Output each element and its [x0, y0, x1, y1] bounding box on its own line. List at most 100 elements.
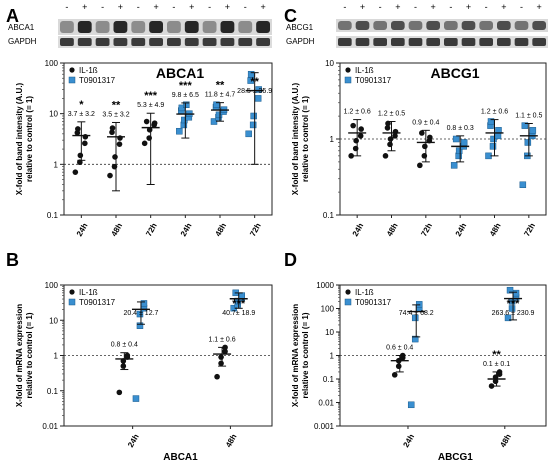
legend-label: T0901317: [79, 298, 116, 307]
blot-band-gapdh: [95, 38, 110, 46]
data-point-t0901317: [452, 135, 460, 143]
lane-sign: +: [395, 2, 400, 12]
data-point-il1b: [75, 126, 81, 132]
lane-sign: +: [118, 2, 123, 12]
lane-sign: -: [172, 2, 175, 12]
data-point-il1b: [151, 120, 158, 126]
blot-band-target: [60, 21, 74, 33]
legend-marker-square: [344, 298, 352, 306]
lane-sign: +: [501, 2, 506, 12]
data-point-t0901317: [508, 305, 516, 312]
lane-sign: -: [485, 2, 488, 12]
x-axis-title: ABCA1: [163, 452, 198, 463]
significance-marker: **: [216, 80, 225, 92]
blot-band-gapdh: [479, 38, 493, 46]
data-point-t0901317: [504, 314, 512, 322]
blot-band-target: [426, 21, 440, 30]
blot-band-target: [202, 21, 217, 33]
data-point-il1b: [348, 153, 354, 159]
lane-sign: -: [137, 2, 140, 12]
plot-frame: [63, 62, 273, 216]
blot-band-gapdh: [391, 38, 405, 46]
data-point-il1b: [82, 140, 88, 147]
lane-sign: -: [343, 2, 346, 12]
y-tick-label: 0.1: [47, 387, 59, 396]
legend-marker-square: [68, 76, 76, 84]
blot-strip-gapdh: [336, 36, 548, 48]
y-tick-label: 100: [45, 281, 59, 290]
blot-band-gapdh: [444, 38, 458, 46]
data-point-t0901317: [506, 286, 514, 294]
group-annotation: 1.2 ± 0.5: [378, 110, 405, 117]
blot-band-target: [408, 21, 423, 30]
western-blot-abca1: - + - + - + - + - + - + ABCA1 GAPDH: [8, 2, 272, 48]
data-point-il1b: [72, 169, 79, 175]
y-tick-label: 1: [54, 160, 59, 169]
group-annotation: 20.4 ± 12.7: [123, 310, 158, 317]
blot-band-target: [77, 21, 92, 33]
lane-sign: +: [260, 2, 265, 12]
x-tick-label: 24h: [179, 221, 194, 238]
data-point-t0901317: [407, 401, 415, 409]
legend-marker-square: [68, 298, 76, 306]
data-point-t0901317: [450, 162, 458, 169]
blot-band-target: [256, 21, 270, 33]
y-tick-label: 0.1: [323, 375, 335, 384]
panel-letter-a: A: [6, 6, 19, 26]
data-point-t0901317: [132, 395, 140, 402]
data-point-t0901317: [529, 127, 537, 134]
western-blot-abcg1: - + - + - + - + - + - + ABCG1 GAPDH: [286, 2, 548, 48]
group-annotation: 1.1 ± 0.6: [208, 336, 235, 343]
y-tick-label: 0.001: [314, 422, 335, 431]
blot-label-target: ABCA1: [8, 23, 35, 32]
legend-label: T0901317: [355, 76, 392, 85]
blot-band-gapdh: [202, 38, 217, 46]
blot-band-gapdh: [256, 38, 270, 46]
y-axis-label: relative to control (= 1): [25, 96, 34, 182]
y-tick-label: 0.01: [318, 399, 334, 408]
y-axis-label: relative to control (= 1): [25, 312, 34, 398]
data-point-t0901317: [512, 289, 520, 297]
y-tick-label: 1: [330, 352, 335, 361]
blot-band-target: [479, 21, 493, 30]
group-annotation: 74.4 ± 68.2: [399, 310, 434, 317]
blot-band-gapdh: [184, 38, 199, 46]
y-axis-label: X-fold of band intensity (A.U.): [291, 82, 300, 195]
blot-band-gapdh: [238, 38, 253, 46]
y-tick-label: 10: [49, 316, 58, 325]
blot-band-gapdh: [77, 38, 92, 46]
x-tick-label: 72h: [248, 221, 263, 238]
significance-marker: *: [79, 99, 84, 111]
blot-band-target: [444, 21, 458, 30]
data-point-t0901317: [411, 314, 419, 322]
data-point-t0901317: [460, 139, 468, 146]
data-point-il1b: [109, 125, 116, 131]
chart-abca1-mrna: 0.01 0.1 1 10 100 X-fold of mRNA expression re…: [15, 281, 273, 463]
y-axis-label: X-fold of mRNA expression: [15, 304, 24, 407]
data-point-t0901317: [494, 132, 502, 140]
y-tick-label: 0.1: [323, 211, 335, 220]
data-point-il1b: [77, 152, 84, 159]
blot-band-gapdh: [149, 38, 163, 46]
data-point-il1b: [222, 348, 228, 355]
blot-band-gapdh: [461, 38, 476, 46]
blot-band-target: [532, 21, 546, 30]
group-annotation: 0.6 ± 0.4: [386, 345, 413, 352]
data-point-t0901317: [255, 86, 262, 93]
data-point-il1b: [143, 118, 150, 125]
blot-label-target: ABCG1: [286, 23, 314, 32]
x-tick-label: 24h: [454, 221, 469, 238]
data-point-t0901317: [254, 95, 262, 102]
significance-marker: ***: [507, 298, 521, 310]
group-annotation: 0.8 ± 0.4: [111, 342, 138, 349]
data-point-il1b: [120, 363, 127, 369]
legend-label: T0901317: [355, 298, 392, 307]
data-point-il1b: [387, 136, 394, 142]
legend-label: IL-1ß: [79, 288, 98, 297]
data-point-il1b: [109, 129, 115, 136]
lane-sign: +: [225, 2, 230, 12]
lane-sign: +: [431, 2, 436, 12]
panel-letter-b: B: [6, 250, 19, 270]
y-axis-label: relative to control (= 1): [301, 312, 310, 398]
significance-marker: **: [250, 76, 259, 88]
